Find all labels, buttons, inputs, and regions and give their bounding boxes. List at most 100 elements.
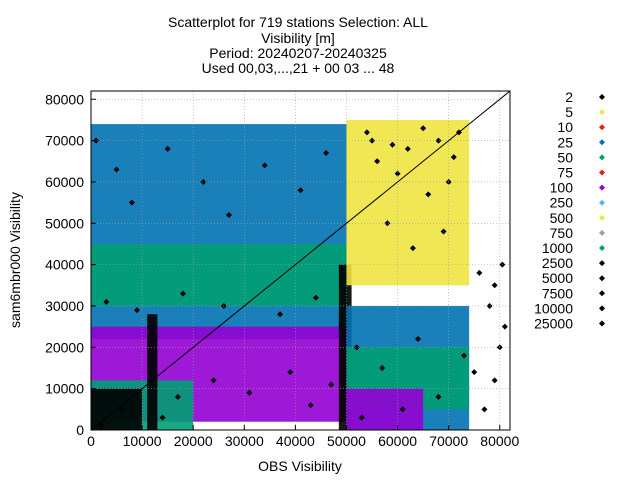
scatter-point-50 bbox=[287, 369, 294, 376]
y-tick-label-7: 70000 bbox=[45, 133, 84, 149]
legend-label-4: 50 bbox=[557, 149, 573, 165]
title-line-1: Scatterplot for 719 stations Selection: … bbox=[168, 14, 428, 30]
legend-label-0: 2 bbox=[565, 89, 573, 105]
scatter-point-40 bbox=[501, 323, 508, 330]
scatter-point-28 bbox=[363, 129, 370, 136]
scatter-point-53 bbox=[358, 414, 365, 421]
y-tick-label-1: 10000 bbox=[45, 381, 84, 397]
legend-marker-3 bbox=[599, 139, 605, 146]
scatter-point-23 bbox=[435, 137, 442, 144]
title-line-2: Visibility [m] bbox=[261, 30, 335, 46]
scatter-point-51 bbox=[307, 402, 314, 409]
y-axis-label: sam6mbr000 Visibility bbox=[7, 192, 23, 328]
title-line-3: Period: 20240207-20240325 bbox=[209, 45, 387, 61]
x-tick-label-8: 80000 bbox=[480, 433, 519, 449]
y-tick-label-5: 50000 bbox=[45, 215, 84, 231]
scatter-point-15 bbox=[369, 137, 376, 144]
legend-marker-8 bbox=[599, 214, 605, 221]
title-line-4: Used 00,03,...,21 + 00 03 ... 48 bbox=[202, 60, 395, 76]
legend-label-7: 250 bbox=[550, 195, 574, 211]
density-region-7 bbox=[346, 119, 470, 286]
diagonal-line bbox=[91, 91, 510, 430]
scatter-point-32 bbox=[415, 336, 422, 343]
scatter-point-44 bbox=[98, 422, 105, 429]
legend-label-15: 25000 bbox=[534, 316, 573, 332]
scatter-point-0 bbox=[93, 137, 100, 144]
scatter-point-46 bbox=[159, 414, 166, 421]
scatter-point-35 bbox=[476, 269, 483, 276]
legend-marker-6 bbox=[599, 184, 605, 191]
scatter-point-14 bbox=[312, 294, 319, 301]
scatter-point-13 bbox=[277, 311, 284, 318]
scatter-point-48 bbox=[210, 377, 217, 384]
scatter-point-7 bbox=[297, 187, 304, 194]
density-region-6 bbox=[147, 314, 158, 430]
legend-label-9: 750 bbox=[550, 225, 574, 241]
x-tick-label-4: 40000 bbox=[276, 433, 315, 449]
scatter-point-25 bbox=[404, 145, 411, 152]
legend-marker-0 bbox=[599, 94, 605, 100]
legend-label-12: 5000 bbox=[542, 270, 573, 286]
scatter-point-52 bbox=[328, 381, 335, 388]
y-tick-label-0: 0 bbox=[76, 422, 84, 438]
scatter-point-24 bbox=[420, 125, 427, 132]
scatter-point-37 bbox=[491, 377, 498, 384]
scatter-point-41 bbox=[471, 369, 478, 376]
scatter-point-31 bbox=[379, 364, 386, 371]
scatter-point-1 bbox=[113, 166, 120, 173]
legend-label-14: 10000 bbox=[534, 300, 573, 316]
density-region-0 bbox=[91, 124, 347, 340]
x-tick-label-5: 50000 bbox=[327, 433, 366, 449]
legend-marker-7 bbox=[599, 199, 605, 206]
scatter-point-26 bbox=[389, 141, 396, 148]
legend-marker-12 bbox=[599, 275, 605, 282]
x-tick-label-7: 70000 bbox=[429, 433, 468, 449]
scatter-point-2 bbox=[128, 199, 135, 206]
y-tick-label-2: 20000 bbox=[45, 339, 84, 355]
legend-label-5: 75 bbox=[557, 165, 573, 181]
scatter-point-21 bbox=[440, 228, 447, 235]
scatter-point-42 bbox=[491, 282, 498, 289]
scatter-point-54 bbox=[399, 406, 406, 413]
y-tick-label-8: 80000 bbox=[45, 91, 84, 107]
x-tick-label-2: 20000 bbox=[174, 433, 213, 449]
scatter-point-8 bbox=[323, 150, 330, 157]
legend-marker-15 bbox=[599, 320, 605, 327]
legend-label-1: 5 bbox=[565, 104, 573, 120]
legend-label-2: 10 bbox=[557, 119, 573, 135]
y-axis-ticks: 0 10000 20000 30000 40000 50000 60000 70000 8000… bbox=[45, 91, 96, 438]
scatter-point-3 bbox=[164, 145, 171, 152]
legend-marker-10 bbox=[599, 245, 605, 251]
scatter-points bbox=[93, 125, 508, 429]
y-tick-label-3: 30000 bbox=[45, 298, 84, 314]
legend-label-13: 7500 bbox=[542, 285, 573, 301]
x-tick-label-1: 10000 bbox=[123, 433, 162, 449]
legend-marker-14 bbox=[599, 305, 605, 312]
legend-marker-9 bbox=[599, 229, 605, 236]
plot-frame bbox=[90, 90, 511, 431]
scatter-point-10 bbox=[133, 307, 140, 314]
scatter-point-39 bbox=[481, 406, 488, 413]
legend-marker-4 bbox=[599, 154, 605, 161]
density-region-10 bbox=[346, 388, 424, 430]
scatter-point-45 bbox=[118, 406, 125, 413]
chart-title-block: Scatterplot for 719 stations Selection: … bbox=[168, 14, 428, 76]
scatter-point-6 bbox=[261, 162, 268, 169]
scatter-point-17 bbox=[425, 191, 432, 198]
scatter-point-49 bbox=[246, 389, 253, 396]
legend-label-10: 1000 bbox=[542, 240, 573, 256]
scatter-point-5 bbox=[225, 212, 232, 219]
legend-marker-11 bbox=[599, 260, 605, 267]
scatter-point-30 bbox=[353, 344, 360, 351]
scatter-point-34 bbox=[461, 352, 468, 359]
x-tick-label-3: 30000 bbox=[225, 433, 264, 449]
y-tick-label-6: 60000 bbox=[45, 174, 84, 190]
scatter-point-47 bbox=[174, 393, 181, 400]
scatter-point-20 bbox=[409, 245, 416, 252]
legend-marker-5 bbox=[599, 169, 605, 176]
scatter-point-9 bbox=[103, 298, 110, 305]
x-axis-ticks: 0 10000 20000 30000 40000 50000 60000 70000 8000… bbox=[87, 425, 519, 449]
x-tick-label-0: 0 bbox=[87, 433, 95, 449]
scatter-point-11 bbox=[179, 290, 186, 297]
